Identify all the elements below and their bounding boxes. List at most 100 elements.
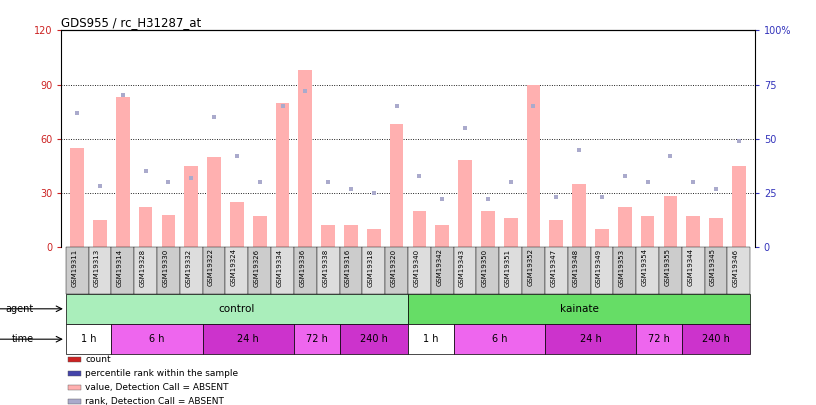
Bar [727,247,750,294]
Text: GSM19313: GSM19313 [94,248,100,287]
Bar [339,247,362,294]
Bar [641,216,654,247]
Point [116,92,129,98]
Bar [66,294,408,324]
Text: GSM19344: GSM19344 [687,248,694,286]
Text: agent: agent [5,304,33,314]
Text: GSM19326: GSM19326 [254,248,259,287]
Bar [659,247,682,294]
Bar [454,324,545,354]
Bar [408,294,750,324]
Bar [549,220,563,247]
Text: GSM19328: GSM19328 [140,248,145,287]
Text: GSM19352: GSM19352 [527,248,534,286]
Point [550,194,563,200]
Text: time: time [11,334,33,344]
Point [94,183,107,190]
Bar [344,225,357,247]
Point [207,114,220,120]
Bar [68,385,81,390]
Point [253,179,266,185]
Point [162,179,175,185]
Bar [339,324,408,354]
Point [413,172,426,179]
Bar [390,124,403,247]
Bar [568,247,591,294]
Bar [481,211,494,247]
Text: GSM19320: GSM19320 [391,248,397,287]
Bar [162,215,175,247]
Bar [572,184,586,247]
Bar [225,247,248,294]
Bar [459,160,472,247]
Bar [367,229,380,247]
Bar [276,102,290,247]
Bar [202,247,225,294]
Bar [636,324,682,354]
Text: rank, Detection Call = ABSENT: rank, Detection Call = ABSENT [86,397,224,405]
Bar [112,324,202,354]
Bar [184,166,198,247]
Text: GSM19332: GSM19332 [185,248,191,287]
Bar [66,247,89,294]
Text: GSM19350: GSM19350 [482,248,488,287]
Point [436,196,449,202]
Text: 24 h: 24 h [237,334,259,344]
Text: 72 h: 72 h [306,334,328,344]
Text: 6 h: 6 h [149,334,165,344]
Point [732,138,745,144]
Text: 72 h: 72 h [648,334,670,344]
Bar [436,225,449,247]
Bar [112,247,134,294]
Text: GSM19353: GSM19353 [619,248,625,287]
Bar [682,324,750,354]
Text: GDS955 / rc_H31287_at: GDS955 / rc_H31287_at [61,16,202,29]
Text: GSM19330: GSM19330 [162,248,168,287]
Text: count: count [86,356,111,364]
Text: GSM19340: GSM19340 [414,248,419,287]
Bar [618,207,632,247]
Bar [294,247,317,294]
Point [184,175,197,181]
Point [687,179,700,185]
Bar [732,166,746,247]
Bar [522,247,545,294]
Bar [526,85,540,247]
Point [527,103,540,109]
Bar [70,148,84,247]
Bar [248,247,271,294]
Text: GSM19336: GSM19336 [299,248,305,287]
Point [390,103,403,109]
Bar [93,220,107,247]
Bar [299,70,313,247]
Text: 240 h: 240 h [360,334,388,344]
Text: GSM19354: GSM19354 [641,248,648,286]
Point [481,196,494,202]
Bar [362,247,385,294]
Text: GSM19322: GSM19322 [208,248,214,286]
Point [709,185,722,192]
Bar [545,247,568,294]
Bar [663,196,677,247]
Bar [614,247,636,294]
Bar [499,247,522,294]
Text: GSM19334: GSM19334 [277,248,282,287]
Bar [431,247,454,294]
Text: GSM19338: GSM19338 [322,248,328,287]
Text: 1 h: 1 h [423,334,438,344]
Bar [157,247,180,294]
Bar [66,324,112,354]
Text: GSM19346: GSM19346 [733,248,738,287]
Point [459,125,472,131]
Text: GSM19342: GSM19342 [437,248,442,286]
Text: control: control [219,304,255,314]
Text: value, Detection Call = ABSENT: value, Detection Call = ABSENT [86,384,229,392]
Point [641,179,654,185]
Bar [545,324,636,354]
Text: GSM19324: GSM19324 [231,248,237,286]
Bar [253,216,267,247]
Text: GSM19349: GSM19349 [596,248,602,287]
Point [504,179,517,185]
Bar [294,324,339,354]
Text: GSM19311: GSM19311 [71,248,78,287]
